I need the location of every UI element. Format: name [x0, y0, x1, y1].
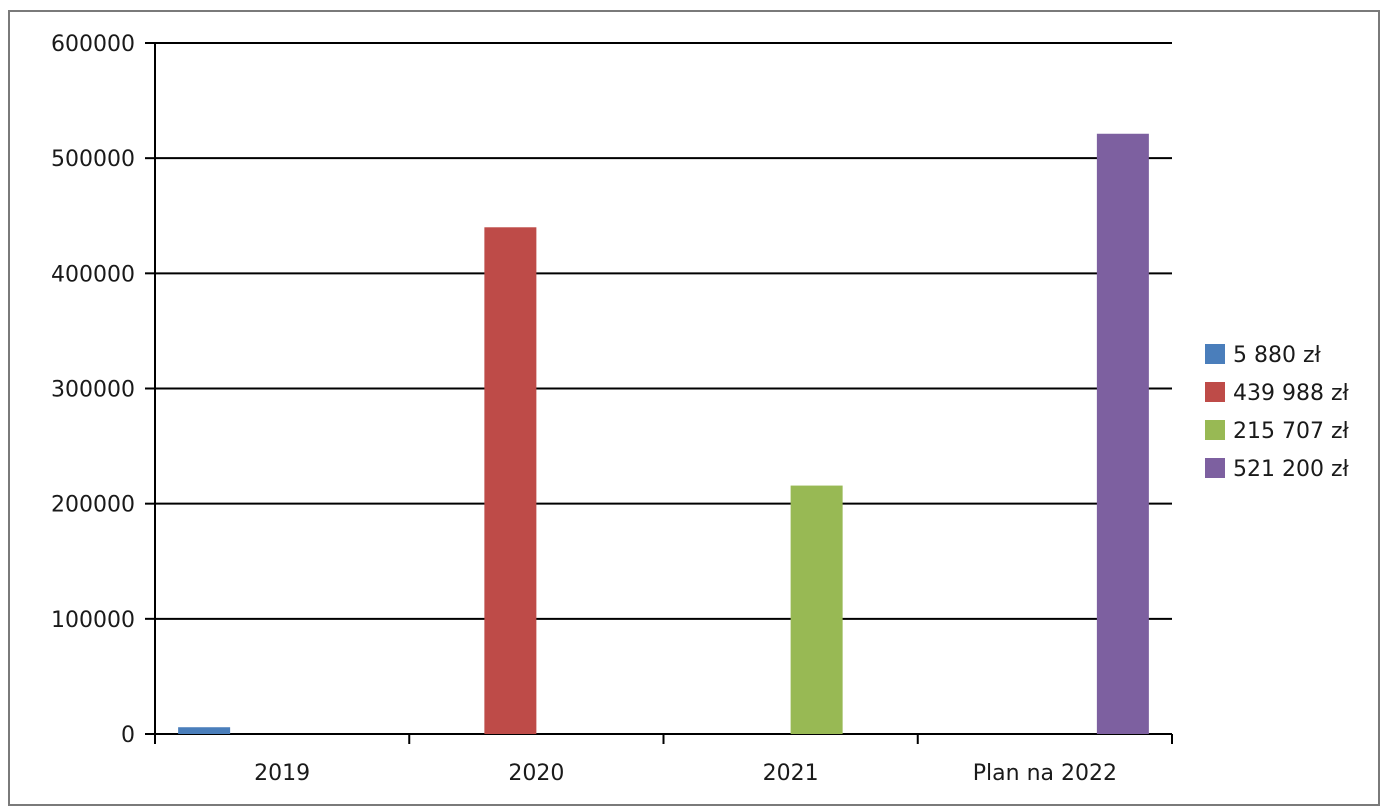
- x-tick-label: 2020: [508, 761, 564, 786]
- chart-frame: [8, 10, 1380, 806]
- x-axis-ticks: 2019 2020 2021 Plan na 2022: [154, 734, 1173, 786]
- legend-swatch: [1205, 344, 1225, 364]
- legend-label: 215 707 zł: [1233, 419, 1350, 444]
- legend-label: 439 988 zł: [1233, 381, 1350, 406]
- y-tick-label: 200000: [51, 493, 135, 518]
- y-axis-ticks: 0 100000 200000 300000 400000 500000 600000: [51, 32, 155, 748]
- legend-swatch: [1205, 382, 1225, 402]
- y-tick-label: 0: [121, 723, 135, 748]
- y-tick-label: 300000: [51, 378, 135, 403]
- bar-2020: [484, 227, 537, 734]
- legend-swatch: [1205, 420, 1225, 440]
- x-tick-label: 2019: [254, 761, 310, 786]
- y-tick-label: 600000: [51, 32, 135, 57]
- bar-2019: [178, 727, 231, 734]
- x-tick-label: 2021: [763, 761, 819, 786]
- legend-label: 521 200 zł: [1233, 457, 1350, 482]
- bar-plan-na-2022: [1096, 133, 1149, 734]
- x-tick-label: Plan na 2022: [973, 761, 1117, 786]
- bars: [178, 133, 1149, 734]
- bar-2021: [790, 485, 843, 734]
- y-tick-label: 400000: [51, 262, 135, 287]
- gridlines: [155, 42, 1172, 620]
- legend-swatch: [1205, 458, 1225, 478]
- y-tick-label: 500000: [51, 147, 135, 172]
- y-tick-label: 100000: [51, 608, 135, 633]
- legend-label: 5 880 zł: [1233, 343, 1322, 368]
- legend: 5 880 zł 439 988 zł 215 707 zł 521 200 zł: [1205, 343, 1350, 482]
